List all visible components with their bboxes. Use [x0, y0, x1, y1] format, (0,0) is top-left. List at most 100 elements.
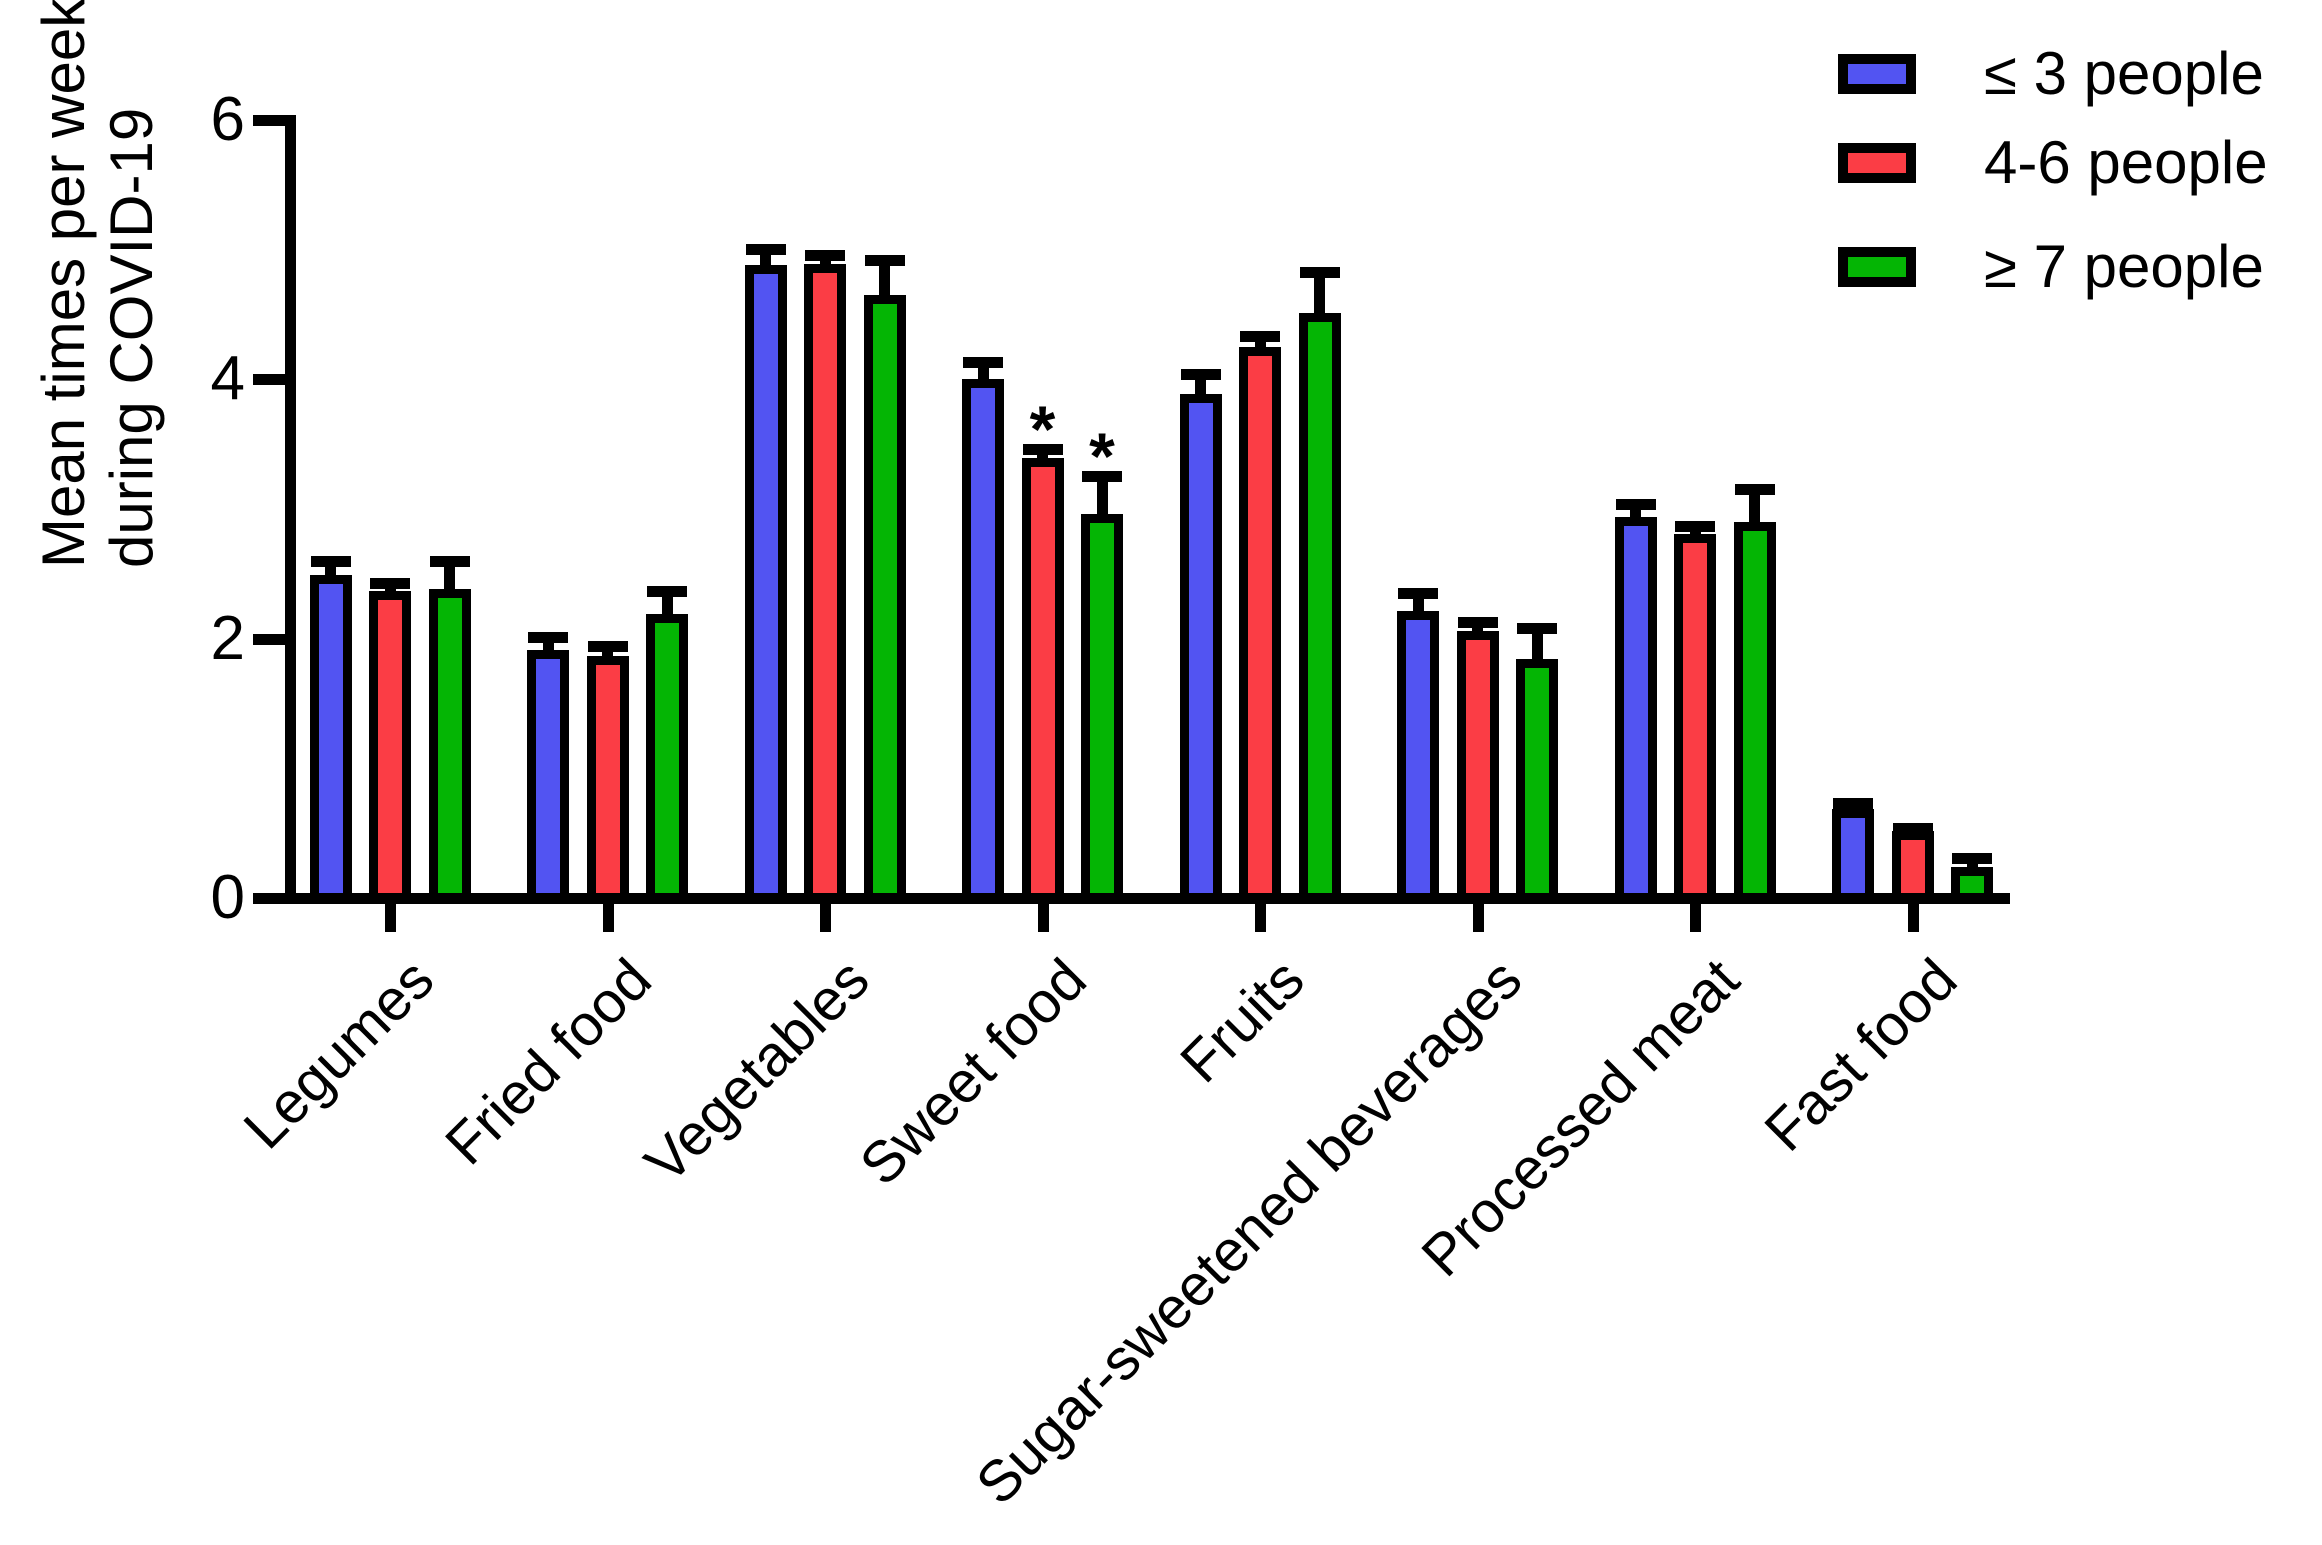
error-bar-cap	[1240, 331, 1280, 343]
error-bar-cap	[429, 555, 470, 567]
x-axis-line	[285, 893, 2010, 904]
bar-fast-food-series0	[1832, 808, 1874, 904]
legend-label-le3: ≤ 3 people	[1984, 40, 2264, 107]
error-bar-stem	[1314, 270, 1325, 322]
error-bar-stem	[1689, 524, 1701, 542]
error-bar-stem	[760, 248, 771, 274]
x-category-label: Legumes	[231, 946, 447, 1162]
legend-item-le3: ≤ 3 people	[1838, 40, 2264, 107]
error-bar-stem	[1037, 448, 1048, 467]
error-bar-cap	[1892, 822, 1933, 834]
error-bar-cap	[963, 357, 1003, 369]
error-bar-cap	[745, 244, 786, 256]
bar-sugar-sweetened-beverages-series0	[1397, 611, 1439, 904]
y-tick-label: 6	[210, 84, 245, 154]
bar-vegetables-series2	[863, 295, 906, 904]
legend-item-46: 4-6 people	[1838, 129, 2268, 196]
bar-fried-food-series1	[586, 655, 629, 904]
error-bar-stem	[444, 559, 455, 598]
bar-sugar-sweetened-beverages-series1	[1456, 630, 1499, 904]
error-bar-stem	[1254, 335, 1266, 355]
legend-item-ge7: ≥ 7 people	[1838, 233, 2264, 300]
significance-asterisk: *	[1029, 392, 1056, 467]
x-category-label: Fruits	[1168, 946, 1317, 1096]
error-bar-stem	[661, 589, 673, 623]
bar-legumes-series0	[309, 575, 352, 904]
x-category-label: Sweet food	[847, 946, 1100, 1198]
error-bar-stem	[1749, 488, 1760, 530]
x-tick	[1037, 898, 1049, 932]
error-bar-stem	[1412, 592, 1424, 620]
error-bar-stem	[325, 559, 336, 584]
error-bar-cap	[587, 641, 628, 653]
bar-vegetables-series1	[804, 263, 846, 904]
bar-vegetables-series0	[744, 265, 787, 904]
error-bar-cap	[1299, 266, 1340, 278]
bar-sweet-food-series2	[1081, 514, 1123, 904]
error-bar-cap	[805, 249, 845, 261]
y-axis-title-line1: Mean times per week	[30, 0, 97, 568]
bar-fried-food-series0	[527, 650, 569, 904]
x-category-label: Fried food	[433, 946, 665, 1178]
error-bar-cap	[1457, 616, 1498, 628]
error-bar-stem	[819, 253, 831, 272]
error-bar-stem	[1531, 627, 1543, 668]
y-tick	[253, 633, 291, 645]
error-bar-stem	[879, 258, 890, 304]
bar-fast-food-series1	[1891, 830, 1934, 904]
error-bar-cap	[1675, 520, 1715, 532]
bar-sweet-food-series1	[1021, 458, 1064, 904]
x-tick	[602, 898, 614, 932]
error-bar-cap	[370, 577, 410, 589]
bar-fried-food-series2	[646, 614, 688, 904]
bar-sugar-sweetened-beverages-series2	[1516, 659, 1558, 904]
x-tick	[1472, 898, 1484, 932]
x-tick	[385, 898, 396, 932]
error-bar-stem	[1195, 372, 1206, 402]
bar-fruits-series2	[1298, 313, 1341, 904]
bar-fruits-series1	[1239, 346, 1281, 904]
x-tick	[1690, 898, 1701, 932]
error-bar-cap	[1615, 498, 1656, 510]
error-bar-cap	[1398, 588, 1438, 600]
error-bar-stem	[1630, 502, 1641, 525]
legend-swatch-le3-icon	[1838, 54, 1916, 94]
y-tick-label: 0	[210, 863, 245, 932]
error-bar-cap	[1082, 471, 1122, 483]
y-axis-line	[285, 115, 296, 904]
error-bar-stem	[1966, 856, 1978, 875]
legend-label-ge7: ≥ 7 people	[1984, 233, 2264, 300]
error-bar-stem	[602, 645, 613, 664]
error-bar-stem	[542, 636, 554, 659]
significance-asterisk: *	[1089, 419, 1115, 494]
error-bar-cap	[864, 254, 905, 266]
error-bar-cap	[1952, 852, 1992, 864]
error-bar-stem	[1096, 475, 1108, 523]
error-bar-stem	[1472, 620, 1483, 639]
error-bar-cap	[1517, 623, 1557, 635]
x-tick	[820, 898, 831, 932]
bar-sweet-food-series0	[962, 379, 1004, 904]
bar-legumes-series2	[428, 589, 471, 904]
error-bar-cap	[1734, 484, 1775, 496]
error-bar-cap	[1022, 444, 1063, 456]
legend-label-46: 4-6 people	[1984, 129, 2268, 196]
error-bar-stem	[977, 361, 989, 388]
error-bar-cap	[647, 585, 687, 597]
x-tick	[1907, 898, 1919, 932]
bar-fruits-series0	[1179, 393, 1222, 904]
error-bar-cap	[528, 632, 568, 644]
legend-swatch-ge7-icon	[1838, 247, 1916, 287]
error-bar-cap	[1833, 798, 1873, 810]
x-category-label: Fast food	[1752, 946, 1970, 1164]
error-bar-stem	[384, 581, 396, 599]
bar-processed-meat-series0	[1614, 516, 1657, 904]
bar-legumes-series1	[369, 590, 411, 904]
bar-processed-meat-series1	[1674, 533, 1716, 904]
y-tick-label: 2	[210, 603, 245, 673]
error-bar-cap	[310, 555, 351, 567]
bar-processed-meat-series2	[1733, 521, 1776, 904]
y-tick-label: 4	[210, 344, 245, 414]
